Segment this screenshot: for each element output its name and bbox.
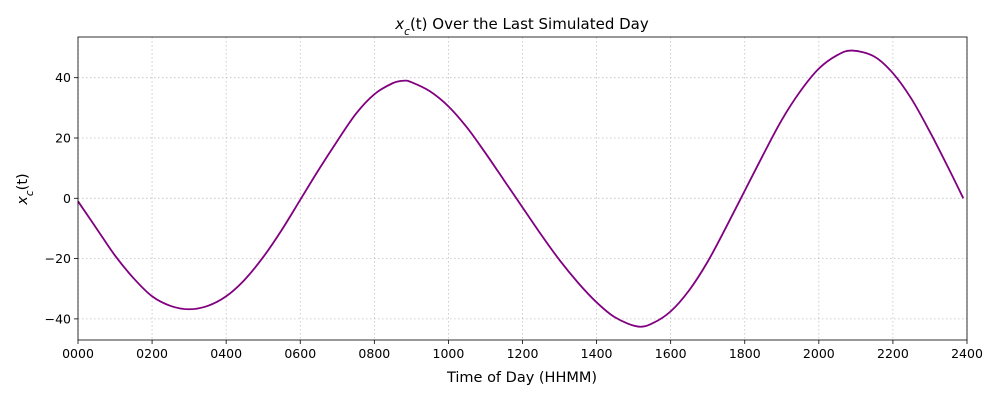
x-tick-label: 1400 [581,346,613,361]
chart-title: xc(t) Over the Last Simulated Day [394,15,649,38]
x-tick-label: 0600 [284,346,316,361]
grid [77,37,968,340]
y-axis-label: xc(t) [15,173,36,205]
x-tick-label: 2400 [951,346,983,361]
x-tick-label: 0200 [136,346,168,361]
x-tick-label: 1800 [729,346,761,361]
x-tick-label: 1600 [655,346,687,361]
x-tick-label: 2200 [877,346,909,361]
y-tick-label: −20 [45,251,71,266]
y-tick-label: 40 [55,70,71,85]
ticks: 0000 0200 0400 0600 0800 1000 1200 1400 1600 1800… [45,70,983,361]
x-tick-label: 1000 [433,346,465,361]
series-layer [77,49,965,328]
series-line-0 [77,49,965,328]
y-tick-label: 0 [63,191,71,206]
y-tick-label: 20 [55,131,71,146]
x-tick-label: 2000 [803,346,835,361]
x-tick-label: 0000 [62,346,94,361]
x-tick-label: 1200 [507,346,539,361]
x-tick-label: 0400 [210,346,242,361]
x-axis-label: Time of Day (HHMM) [446,370,597,386]
y-tick-label: −40 [45,311,71,326]
x-tick-label: 0800 [358,346,390,361]
